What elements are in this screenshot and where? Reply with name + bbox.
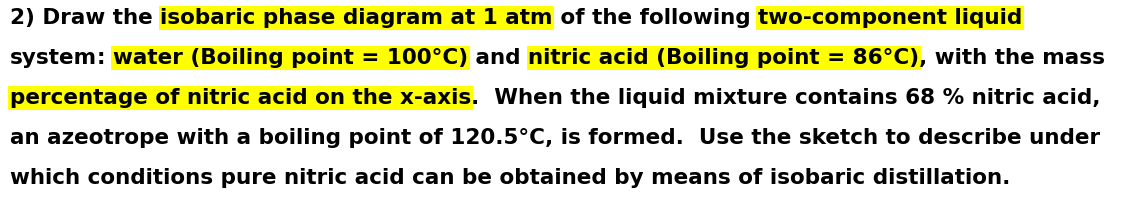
- Text: nitric acid (Boiling point = 86°C): nitric acid (Boiling point = 86°C): [529, 48, 920, 68]
- Text: , with the mass: , with the mass: [920, 48, 1106, 68]
- Text: an azeotrope with a boiling point of 120.5°C, is formed.  Use the sketch to desc: an azeotrope with a boiling point of 120…: [10, 128, 1100, 148]
- Text: and: and: [468, 48, 529, 68]
- Text: system: system: [10, 48, 97, 68]
- Text: .  When the liquid mixture contains 68 % nitric acid,: . When the liquid mixture contains 68 % …: [471, 88, 1101, 108]
- Text: which conditions pure nitric acid can be obtained by means of isobaric distillat: which conditions pure nitric acid can be…: [10, 168, 1011, 188]
- Text: of the following: of the following: [552, 8, 757, 28]
- Text: isobaric phase diagram at 1 atm: isobaric phase diagram at 1 atm: [160, 8, 552, 28]
- Text: :: :: [97, 48, 113, 68]
- Text: percentage of nitric acid on the x-axis: percentage of nitric acid on the x-axis: [10, 88, 471, 108]
- Text: two-component liquid: two-component liquid: [757, 8, 1022, 28]
- Text: 2) Draw the: 2) Draw the: [10, 8, 160, 28]
- Text: water (Boiling point = 100°C): water (Boiling point = 100°C): [113, 48, 468, 68]
